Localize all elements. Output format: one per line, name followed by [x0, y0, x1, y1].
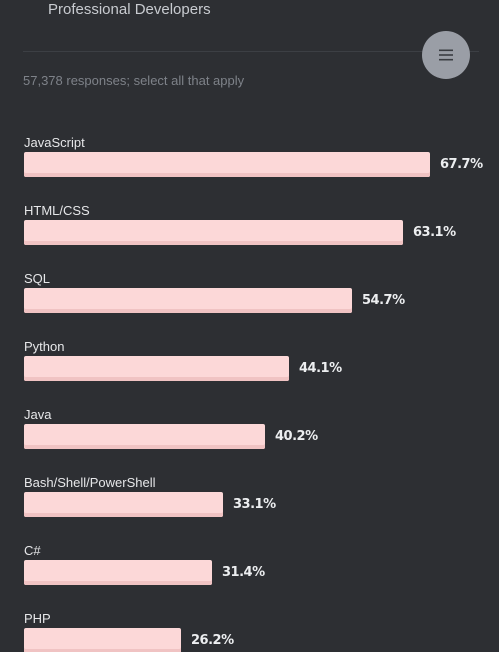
category-label: Java: [24, 407, 52, 422]
chart-bar: [24, 424, 265, 449]
bar-value-label: 31.4%: [222, 565, 265, 580]
responses-count-text: 57,378 responses; select all that apply: [23, 73, 245, 88]
hamburger-menu-icon: [439, 49, 453, 61]
category-label: C#: [24, 543, 41, 558]
bar-value-label: 54.7%: [362, 293, 405, 308]
chart-row: JavaScript 67.7%: [24, 135, 494, 203]
chart-bar: [24, 288, 352, 313]
bar-value-label: 67.7%: [440, 157, 483, 172]
header-divider: [23, 51, 479, 52]
bar-value-label: 44.1%: [299, 361, 342, 376]
category-label: JavaScript: [24, 135, 85, 150]
chart-row: SQL 54.7%: [24, 271, 494, 339]
chart-row: HTML/CSS 63.1%: [24, 203, 494, 271]
category-label: HTML/CSS: [24, 203, 90, 218]
chart-row: PHP 26.2%: [24, 611, 494, 652]
bar-value-label: 26.2%: [191, 633, 234, 648]
chart-row: Python 44.1%: [24, 339, 494, 407]
chart-bar: [24, 152, 430, 177]
chart-row: Java 40.2%: [24, 407, 494, 475]
chart-bar: [24, 560, 212, 585]
chart-bar: [24, 628, 181, 652]
bar-value-label: 40.2%: [275, 429, 318, 444]
category-label: SQL: [24, 271, 51, 286]
category-label: Bash/Shell/PowerShell: [24, 475, 156, 490]
chart-row: C# 31.4%: [24, 543, 494, 611]
category-label: PHP: [24, 611, 51, 626]
chart-bar: [24, 492, 223, 517]
bar-value-label: 33.1%: [233, 497, 276, 512]
chart-bar: [24, 220, 403, 245]
audience-tab-label[interactable]: Professional Developers: [48, 1, 211, 18]
chart-row: Bash/Shell/PowerShell 33.1%: [24, 475, 494, 543]
menu-button[interactable]: [422, 31, 470, 79]
bar-value-label: 63.1%: [413, 225, 456, 240]
category-label: Python: [24, 339, 65, 354]
chart-bar: [24, 356, 289, 381]
